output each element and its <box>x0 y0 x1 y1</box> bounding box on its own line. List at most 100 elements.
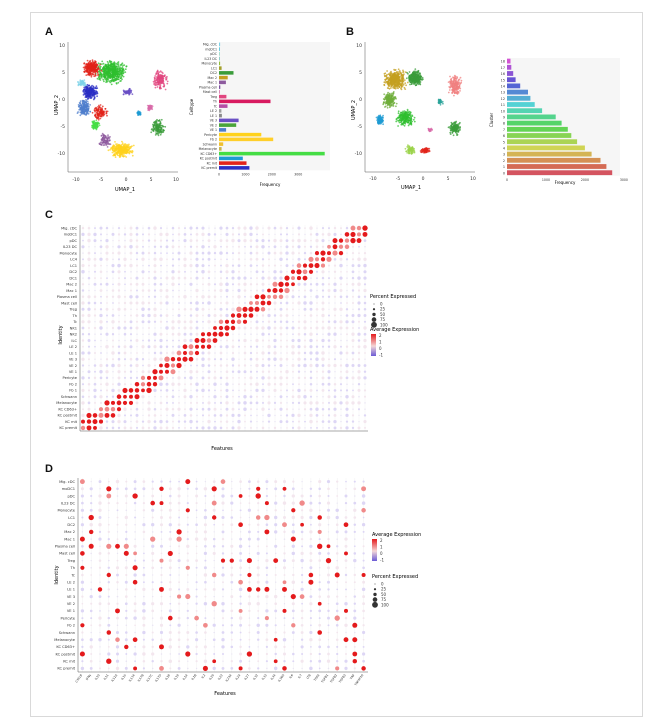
umap-point <box>85 111 88 114</box>
dotplot-c-dot <box>272 281 278 287</box>
dotplot-c-dot <box>351 258 355 261</box>
umap-point <box>115 82 118 84</box>
umap-point <box>386 100 389 103</box>
dotplot-c-dot <box>321 227 325 230</box>
dotplot-c-dot <box>172 289 174 292</box>
dotplot-c-dot <box>297 257 301 261</box>
umap-point <box>93 63 96 66</box>
dotplot-c-dot <box>142 245 144 248</box>
dotplot-c-dot <box>333 257 337 261</box>
dotplot-c-dot <box>82 252 84 254</box>
dotplot-c-dot <box>351 252 355 255</box>
dotplot-c-dot <box>117 289 121 292</box>
umap-point <box>129 150 132 153</box>
umap-point <box>125 65 128 68</box>
dotplot-c-dot <box>165 276 169 280</box>
umap-point <box>162 131 165 134</box>
umap-point <box>397 110 400 113</box>
umap-point <box>110 83 113 86</box>
dotplot-c-dot <box>147 226 151 230</box>
dotplot-c-dot <box>202 283 204 286</box>
dotplot-c-dot <box>338 250 344 256</box>
bar-b-xtick: 0 <box>506 178 508 182</box>
dotplot-c-dot <box>99 301 103 305</box>
bar-b-bar <box>507 64 512 70</box>
dotplot-c-dot <box>250 271 252 273</box>
dotplot-c-dot <box>190 289 192 292</box>
bar-a-bar <box>219 99 271 104</box>
umap-point <box>96 77 99 80</box>
dotplot-c-dot <box>220 245 222 248</box>
bar-a-plot-bg <box>219 42 330 171</box>
dotplot-c-dot <box>225 288 229 293</box>
dotplot-c-dot <box>273 238 277 243</box>
bar-b-bar <box>507 120 562 126</box>
dotplot-c-dot <box>357 301 361 305</box>
dotplot-c-dot <box>315 232 319 236</box>
umap-point <box>384 78 387 81</box>
umap-point <box>122 64 124 67</box>
dotplot-c-dot <box>195 288 199 293</box>
umap-point <box>456 86 459 89</box>
dotplot-c-dot <box>316 277 318 279</box>
dotplot-c-dot <box>320 250 326 256</box>
bar-a-bar <box>219 94 227 99</box>
dotplot-c-dot <box>350 225 356 231</box>
dotplot-c-dot <box>100 264 102 267</box>
umap-point <box>457 82 460 85</box>
umap-point <box>99 117 102 120</box>
bar-a-category-label: moDC1 <box>205 47 217 51</box>
bar-a-xtick: 3000 <box>294 172 302 176</box>
dotplot-c-dot <box>178 289 180 292</box>
umap-point <box>449 75 451 78</box>
dotplot-c-dot <box>99 283 103 286</box>
umap-point <box>109 65 112 67</box>
dotplot-c-dot <box>153 239 157 242</box>
umap-point <box>93 109 96 112</box>
bar-b-category-label: 12 <box>501 97 505 101</box>
umap-point <box>97 66 99 69</box>
dotplot-c-dot <box>225 308 229 311</box>
umap-point <box>401 85 404 87</box>
umap-point <box>82 84 85 87</box>
umap-b-ytick: 0 <box>359 97 362 103</box>
umap-point <box>93 75 96 78</box>
bar-a-bar <box>219 132 262 137</box>
dotplot-c-dot <box>136 258 138 261</box>
umap-point <box>395 120 398 123</box>
umap-point <box>384 75 386 78</box>
umap-point <box>90 97 93 99</box>
umap-point <box>410 149 412 152</box>
dotplot-c-dot <box>225 282 229 287</box>
dotplot-c-dot <box>171 270 175 274</box>
umap-point <box>124 92 127 94</box>
dotplot-c-dot <box>332 238 338 244</box>
bar-a-bar <box>219 47 220 51</box>
bar-b-bar <box>507 126 568 132</box>
umap-point <box>122 148 124 151</box>
dotplot-c-dot <box>177 233 181 236</box>
dotplot-c-dot <box>237 251 241 255</box>
umap-point <box>93 122 95 125</box>
bar-b-category-label: 10 <box>501 109 505 113</box>
dotplot-c-dot <box>123 257 127 261</box>
dotplot-c-dot <box>315 282 319 286</box>
dotplot-c-dot <box>249 264 253 267</box>
dotplot-c-dot <box>106 271 108 273</box>
bar-a-category-label: KC premit <box>201 166 217 170</box>
umap-point <box>85 66 88 69</box>
dotplot-c-dot <box>105 245 109 249</box>
umap-point <box>82 109 85 111</box>
dotplot-c-dot <box>356 225 362 231</box>
dotplot-c-dot <box>118 302 120 304</box>
umap-point <box>398 115 401 118</box>
umap-point <box>138 112 140 115</box>
dotplot-c-dot <box>346 264 348 267</box>
umap-point <box>114 70 116 73</box>
dotplot-c-dot <box>226 295 228 298</box>
umap-point <box>94 69 97 71</box>
umap-point <box>87 73 90 76</box>
umap-point <box>106 76 109 79</box>
umap-point <box>118 75 121 78</box>
